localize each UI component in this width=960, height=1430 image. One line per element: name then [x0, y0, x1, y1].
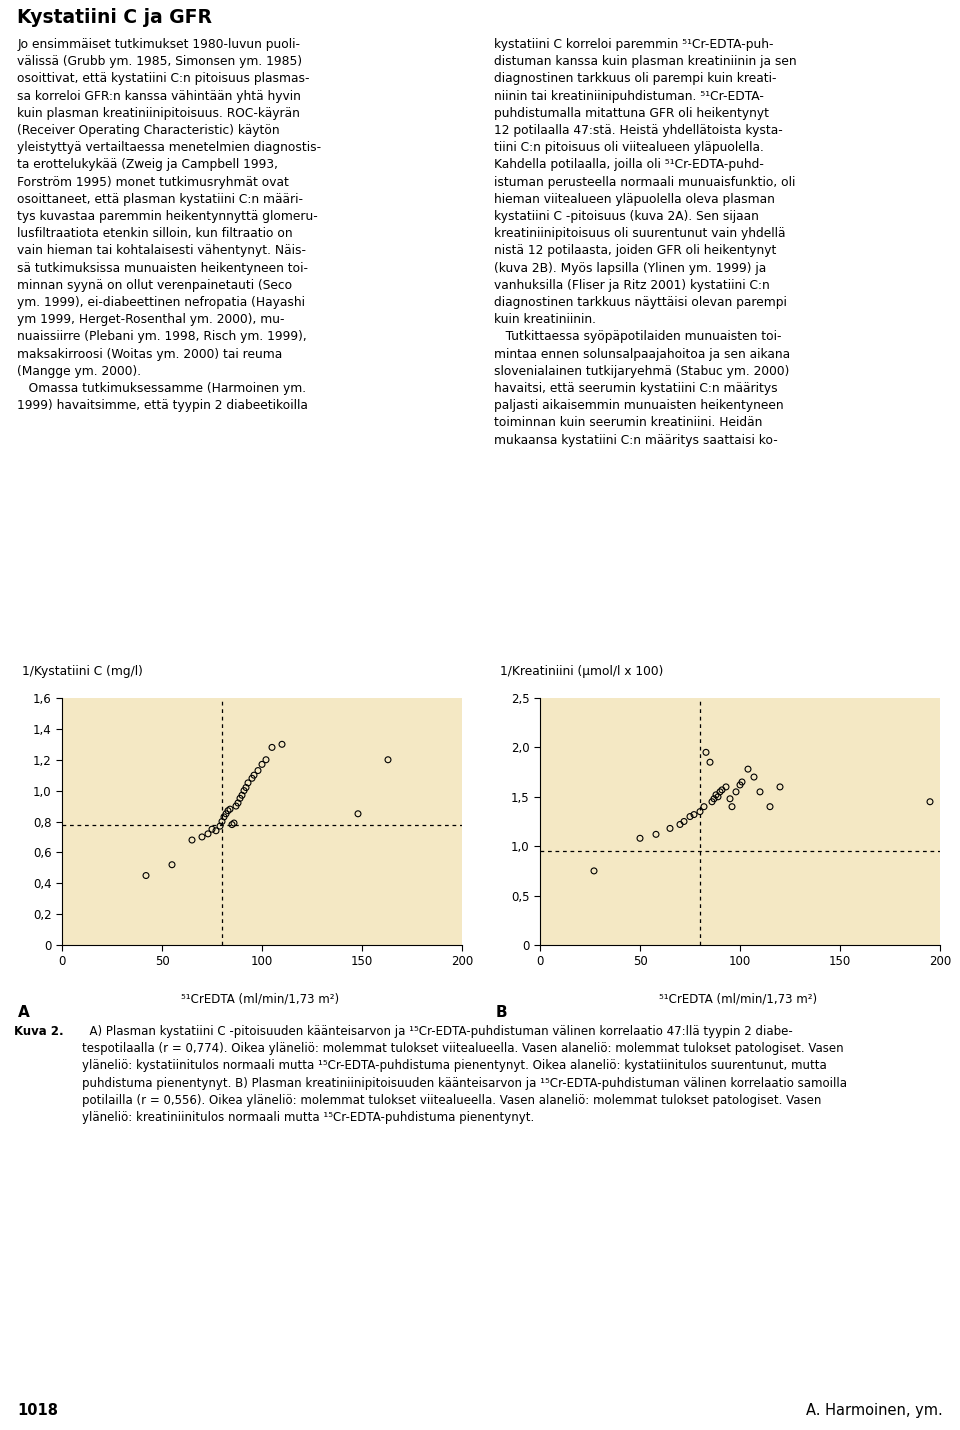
- Point: [350, 802, 366, 825]
- Point: [230, 792, 246, 815]
- Point: [648, 822, 663, 845]
- Text: A) Plasman kystatiini C -pitoisuuden käänteisarvon ja ¹⁵Cr-EDTA-puhdistuman väli: A) Plasman kystatiini C -pitoisuuden kää…: [83, 1025, 848, 1124]
- Point: [705, 791, 720, 814]
- Text: 1/Kystatiini C (mg/l): 1/Kystatiini C (mg/l): [21, 665, 142, 678]
- Text: ⁵¹CrEDTA (ml/min/1,73 m²): ⁵¹CrEDTA (ml/min/1,73 m²): [660, 992, 817, 1005]
- Point: [672, 814, 687, 837]
- Point: [254, 754, 270, 776]
- Point: [683, 805, 698, 828]
- Point: [214, 809, 229, 832]
- Text: A. Harmoinen, ym.: A. Harmoinen, ym.: [806, 1403, 943, 1419]
- Point: [208, 819, 224, 842]
- Point: [258, 748, 274, 771]
- Point: [718, 775, 733, 798]
- Point: [264, 736, 279, 759]
- Point: [227, 812, 242, 835]
- Point: [698, 741, 713, 764]
- Text: Kystatiini C ja GFR: Kystatiini C ja GFR: [17, 9, 212, 27]
- Point: [686, 804, 702, 827]
- Point: [201, 822, 216, 845]
- Point: [164, 854, 180, 877]
- Point: [753, 781, 768, 804]
- Point: [228, 795, 244, 818]
- Point: [633, 827, 648, 849]
- Point: [251, 759, 266, 782]
- Point: [696, 795, 711, 818]
- Point: [204, 818, 220, 841]
- Point: [710, 785, 726, 808]
- Point: [244, 766, 259, 789]
- Point: [225, 814, 240, 837]
- Point: [232, 787, 248, 809]
- Point: [662, 817, 678, 839]
- Point: [380, 748, 396, 771]
- Text: Jo ensimmäiset tutkimukset 1980-luvun puoli-
välissä (Grubb ym. 1985, Simonsen y: Jo ensimmäiset tutkimukset 1980-luvun pu…: [17, 39, 322, 412]
- Point: [238, 776, 253, 799]
- Text: B: B: [495, 1005, 507, 1020]
- Point: [923, 791, 938, 814]
- Point: [218, 802, 233, 825]
- Point: [236, 779, 252, 802]
- Text: ⁵¹CrEDTA (ml/min/1,73 m²): ⁵¹CrEDTA (ml/min/1,73 m²): [181, 992, 339, 1005]
- Point: [247, 764, 262, 786]
- Point: [708, 784, 724, 807]
- Point: [722, 788, 737, 811]
- Point: [746, 765, 761, 788]
- Point: [676, 809, 691, 832]
- Point: [712, 781, 728, 804]
- Point: [234, 784, 250, 807]
- Point: [692, 801, 708, 824]
- Point: [707, 788, 722, 811]
- Point: [212, 815, 228, 838]
- Point: [240, 771, 255, 794]
- Point: [216, 805, 231, 828]
- Point: [724, 795, 739, 818]
- Point: [740, 758, 756, 781]
- Point: [729, 781, 744, 804]
- Point: [714, 778, 730, 801]
- Text: A: A: [17, 1005, 30, 1020]
- Point: [220, 799, 236, 822]
- Point: [703, 751, 718, 774]
- Point: [184, 828, 200, 851]
- Text: 1/Kreatiniini (μmol/l x 100): 1/Kreatiniini (μmol/l x 100): [499, 665, 663, 678]
- Point: [762, 795, 778, 818]
- Point: [732, 774, 748, 797]
- Text: 1018: 1018: [17, 1403, 59, 1419]
- Point: [138, 864, 154, 887]
- Point: [772, 775, 787, 798]
- Text: Kuva 2.: Kuva 2.: [14, 1025, 64, 1038]
- Text: kystatiini C korreloi paremmin ⁵¹Cr-EDTA-puh-
distuman kanssa kuin plasman kreat: kystatiini C korreloi paremmin ⁵¹Cr-EDTA…: [494, 39, 797, 446]
- Point: [734, 771, 750, 794]
- Point: [587, 859, 602, 882]
- Point: [223, 798, 238, 821]
- Point: [194, 825, 209, 848]
- Point: [275, 732, 290, 755]
